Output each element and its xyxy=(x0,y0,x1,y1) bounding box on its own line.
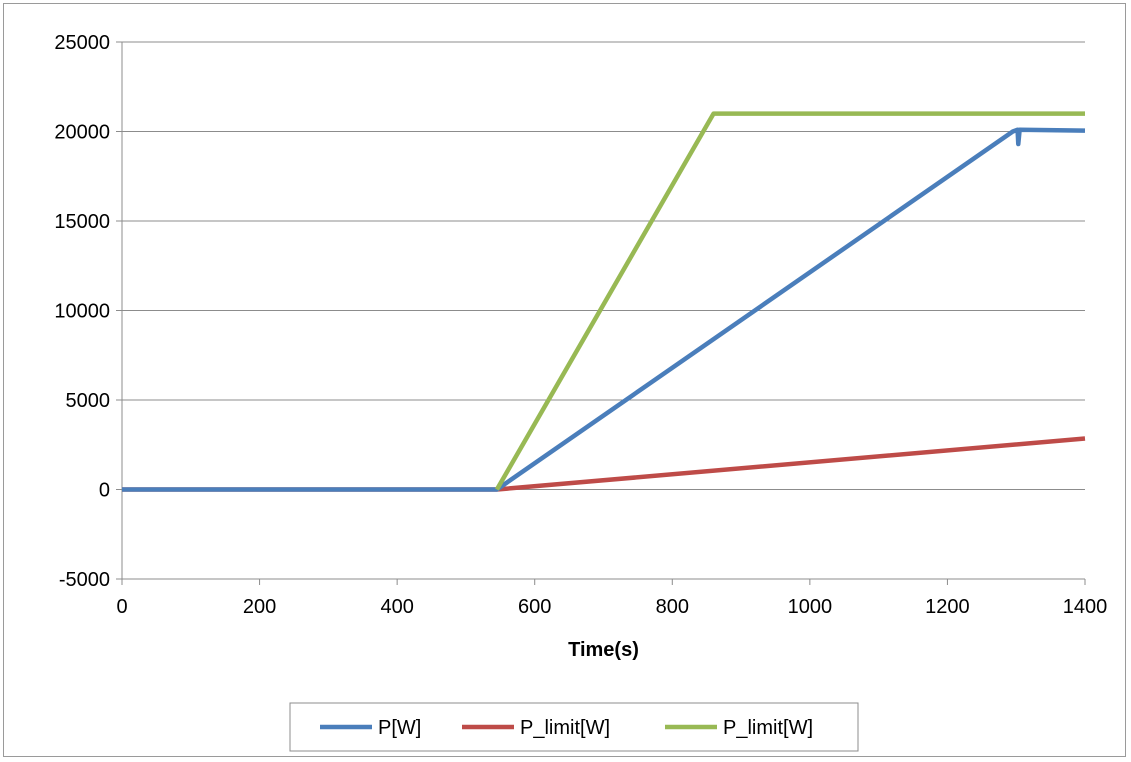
x-tick-label: 1000 xyxy=(788,596,833,618)
chart-frame xyxy=(3,3,1126,757)
series-line-2 xyxy=(494,111,1085,491)
legend: P[W] P_limit[W] P_limit[W] xyxy=(289,702,859,752)
y-tick-label: 10000 xyxy=(54,301,110,323)
y-tick-label: -5000 xyxy=(59,569,110,591)
x-tick-label: 1200 xyxy=(925,596,970,618)
x-tick-label: 800 xyxy=(656,596,689,618)
y-tick-label: 15000 xyxy=(54,211,110,233)
x-tick-label: 200 xyxy=(243,596,276,618)
series-line-1 xyxy=(122,436,1086,492)
y-tick-label: 5000 xyxy=(66,390,111,412)
y-tick-label: 0 xyxy=(99,480,110,502)
y-tick-label: 20000 xyxy=(54,122,110,144)
legend-label: P[W] xyxy=(378,717,421,739)
y-tick-label: 25000 xyxy=(54,32,110,54)
series-line-0 xyxy=(122,127,1086,492)
legend-label: P_limit[W] xyxy=(520,717,610,739)
x-tick-label: 400 xyxy=(380,596,413,618)
legend-label: P_limit[W] xyxy=(723,717,813,739)
x-tick-label: 0 xyxy=(116,596,127,618)
gridlines xyxy=(122,41,1085,490)
x-tick-label: 600 xyxy=(518,596,551,618)
x-axis-title: Time(s) xyxy=(568,639,639,661)
legend-box xyxy=(289,702,859,752)
x-tick-label: 1400 xyxy=(1063,596,1108,618)
